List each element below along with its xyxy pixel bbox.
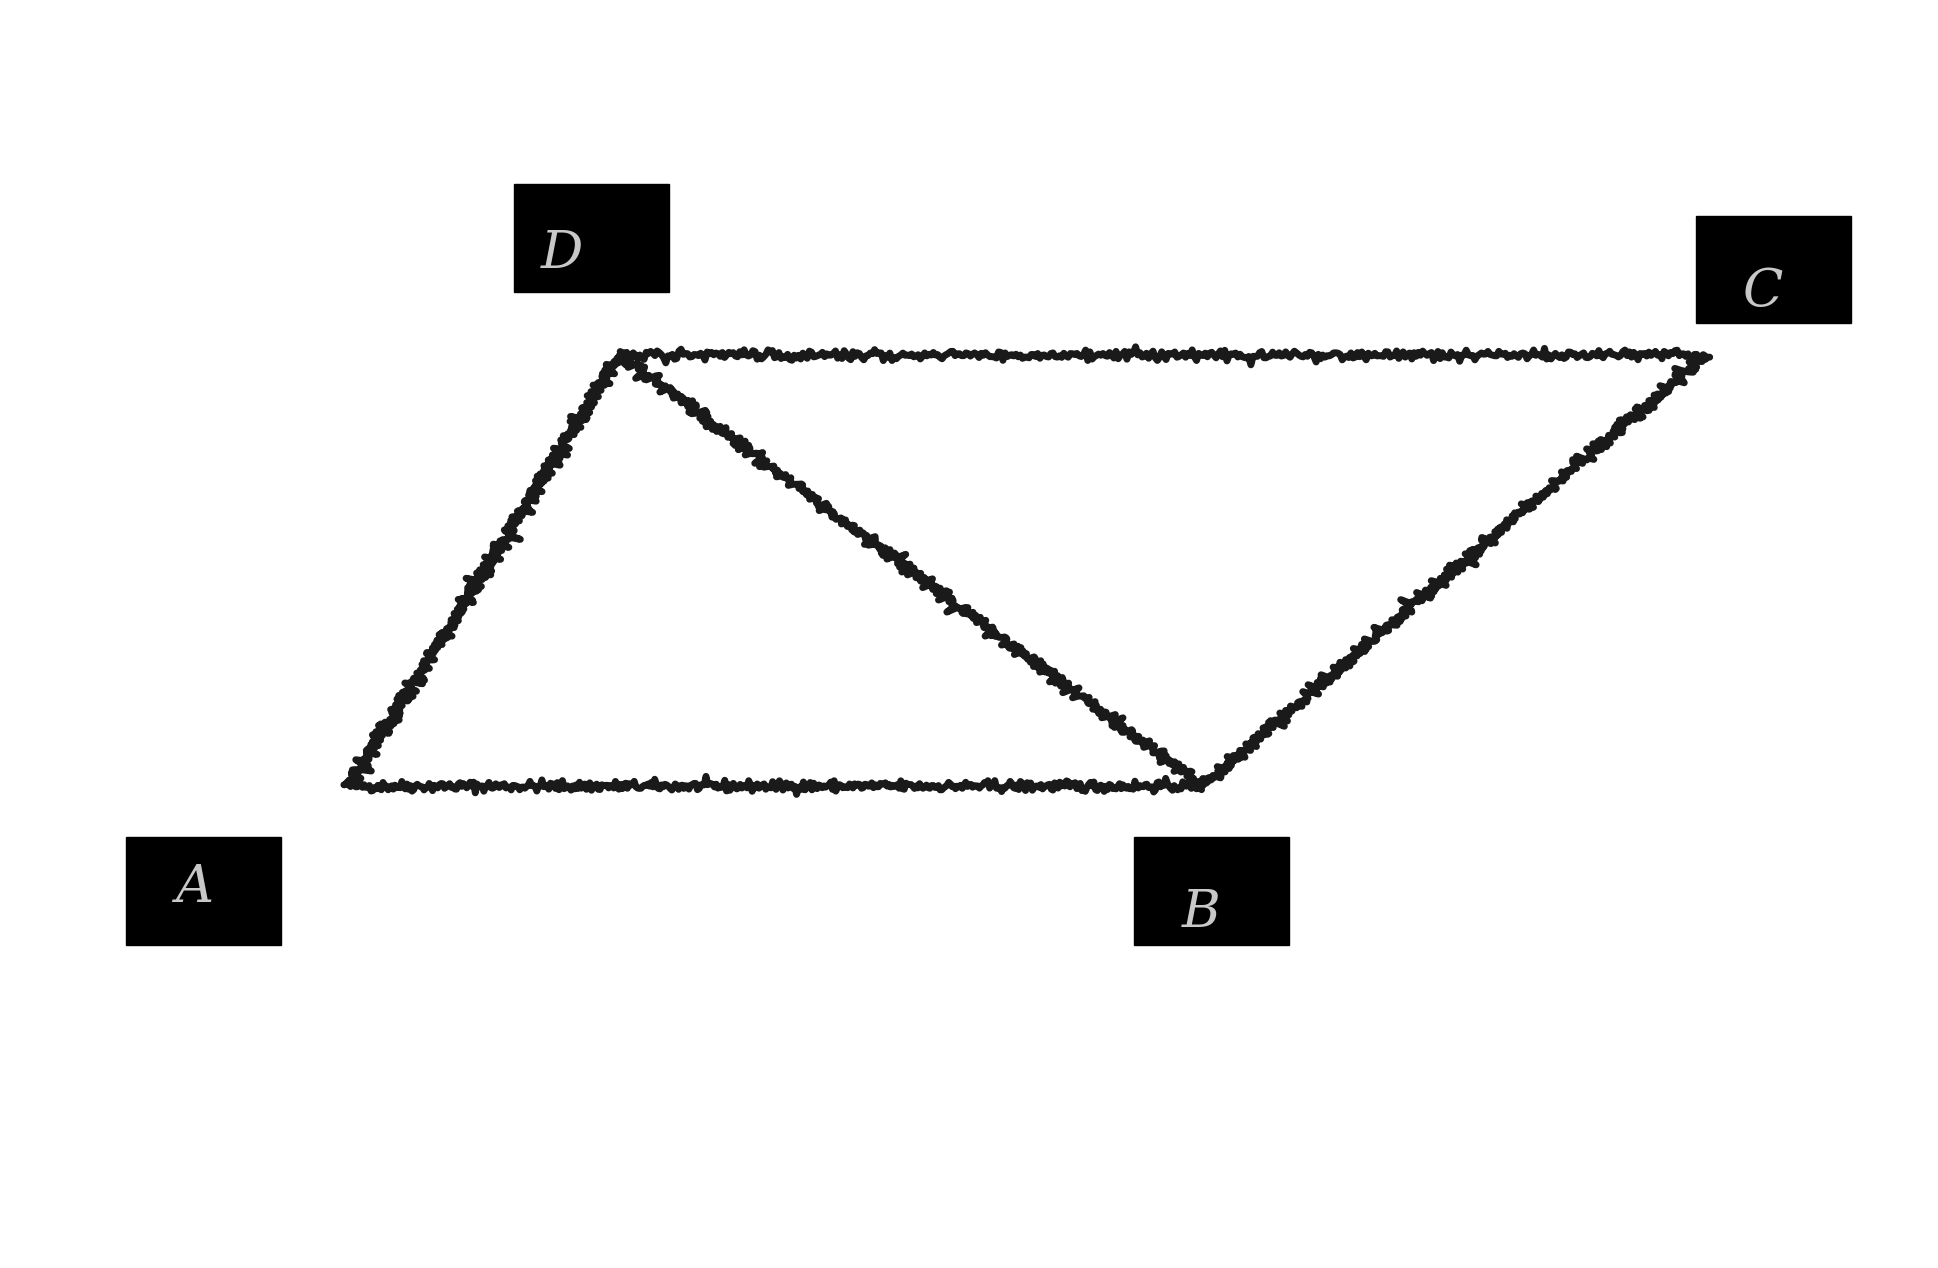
FancyBboxPatch shape (1696, 216, 1851, 323)
Text: B: B (1182, 888, 1221, 938)
Text: D: D (541, 228, 583, 279)
Text: A: A (174, 862, 213, 913)
FancyBboxPatch shape (126, 837, 281, 945)
Text: C: C (1744, 266, 1783, 317)
FancyBboxPatch shape (1134, 837, 1289, 945)
FancyBboxPatch shape (514, 184, 669, 292)
